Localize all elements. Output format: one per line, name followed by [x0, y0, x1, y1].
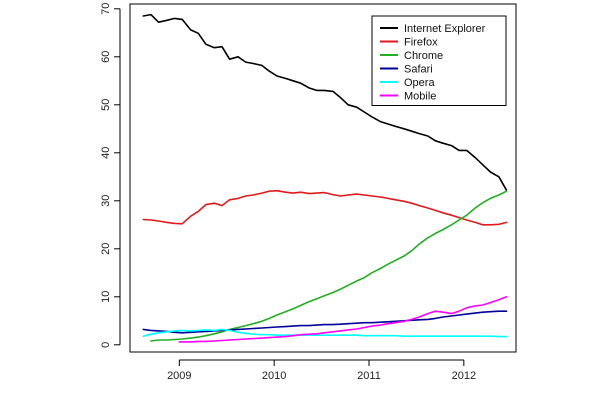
y-tick-label: 40: [100, 147, 112, 159]
y-tick-label: 30: [100, 195, 112, 207]
series-line-mobile: [178, 295, 508, 343]
series-lines: [142, 13, 508, 343]
legend-label-mobile: Mobile: [404, 91, 436, 103]
y-tick-label: 0: [100, 342, 112, 348]
y-tick-label: 70: [100, 3, 112, 15]
legend-label-internet-explorer: Internet Explorer: [404, 23, 486, 35]
y-tick-label: 20: [100, 243, 112, 255]
series-line-safari: [142, 310, 508, 334]
x-tick-label: 2010: [262, 370, 286, 382]
plot-frame: [129, 3, 517, 353]
legend-label-chrome: Chrome: [404, 50, 443, 62]
axes: 0 10 20 30 40 50 60 70 2009 2010 2011 2012: [100, 3, 517, 382]
series-line-chrome: [150, 190, 508, 342]
series-line-opera: [142, 328, 508, 338]
legend-label-safari: Safari: [404, 64, 433, 76]
y-tick-label: 10: [100, 291, 112, 303]
x-tick-label: 2012: [452, 370, 476, 382]
x-tick-label: 2009: [167, 370, 191, 382]
legend-label-firefox: Firefox: [404, 37, 438, 49]
y-tick-label: 60: [100, 51, 112, 63]
legend-label-opera: Opera: [404, 77, 435, 89]
x-tick-label: 2011: [357, 370, 381, 382]
series-line-internet-explorer: [142, 13, 508, 191]
series-line-firefox: [142, 189, 508, 226]
y-tick-label: 50: [100, 99, 112, 111]
legend-box: [371, 15, 507, 106]
